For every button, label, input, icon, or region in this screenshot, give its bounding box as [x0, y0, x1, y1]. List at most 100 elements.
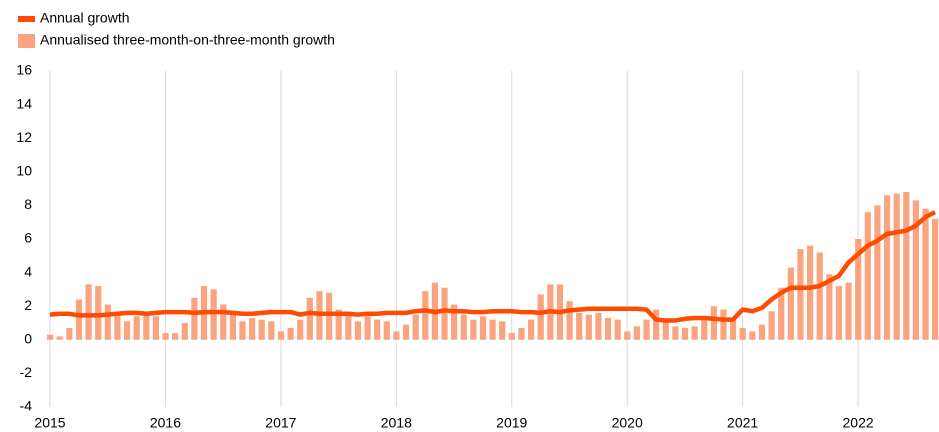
legend-label: Annualised three-month-on-three-month gr…	[40, 32, 335, 48]
bar	[85, 284, 92, 340]
y-tick-label: 14	[16, 95, 32, 111]
x-tick-label: 2018	[381, 415, 412, 431]
bar	[364, 316, 371, 340]
bar	[624, 331, 631, 340]
bar	[537, 294, 544, 340]
y-tick-label: 4	[24, 263, 32, 279]
bar	[835, 286, 843, 340]
bar	[47, 334, 54, 340]
bar	[672, 326, 679, 340]
bar	[797, 249, 804, 340]
x-tick-label: 2019	[496, 415, 527, 431]
bar	[306, 297, 313, 340]
bar	[249, 317, 256, 340]
x-tick-label: 2022	[843, 415, 874, 431]
bar	[402, 324, 410, 340]
bar	[508, 333, 515, 340]
x-tick-label: 2021	[727, 415, 758, 431]
bar	[345, 314, 352, 340]
y-tick-label: 16	[16, 62, 32, 78]
y-tick-label: -4	[20, 398, 33, 414]
bar	[691, 326, 698, 340]
bar	[528, 319, 535, 340]
bar	[374, 319, 381, 340]
bar	[585, 314, 592, 340]
y-tick-label: 10	[16, 163, 32, 179]
bar	[75, 299, 83, 340]
bar	[191, 297, 198, 340]
legend-swatch	[18, 16, 35, 22]
bar	[325, 292, 333, 340]
bar	[566, 301, 573, 340]
bar	[441, 287, 448, 340]
x-tick-label: 2016	[150, 415, 181, 431]
y-tick-label: 6	[24, 230, 32, 246]
bar	[864, 212, 871, 340]
legend-label: Annual growth	[40, 10, 130, 26]
bar	[903, 191, 910, 340]
bar	[460, 314, 467, 340]
bar	[239, 321, 246, 340]
bar	[95, 286, 102, 340]
y-tick-label: 0	[24, 331, 32, 347]
bar	[816, 252, 823, 340]
bar	[768, 311, 775, 340]
bar	[893, 193, 900, 340]
bar	[604, 317, 612, 340]
bar	[152, 316, 160, 340]
y-tick-label: 12	[16, 129, 32, 145]
y-tick-label: -2	[20, 364, 33, 380]
x-tick-label: 2017	[265, 415, 296, 431]
bar	[787, 267, 794, 340]
bar	[220, 304, 227, 340]
bar	[614, 319, 621, 340]
bar	[912, 200, 919, 340]
bar	[806, 245, 814, 340]
bar	[451, 304, 458, 340]
bar	[518, 328, 525, 340]
bar	[181, 323, 188, 340]
bar	[595, 312, 602, 340]
bar	[56, 336, 63, 340]
x-tick-label: 2015	[34, 415, 65, 431]
legend-swatch	[18, 34, 35, 48]
bar	[354, 321, 362, 340]
bar	[258, 319, 265, 340]
bar	[66, 328, 73, 340]
bar	[287, 328, 294, 340]
bar	[210, 289, 217, 340]
bar	[393, 331, 400, 340]
bar	[335, 309, 342, 340]
line	[49, 210, 937, 323]
bar	[277, 331, 285, 340]
bar	[883, 195, 891, 340]
bar	[710, 306, 717, 340]
bar	[489, 319, 496, 340]
bar	[383, 321, 390, 340]
y-tick-label: 2	[24, 297, 32, 313]
bar	[932, 218, 939, 340]
bar	[662, 319, 669, 340]
x-tick-label: 2020	[612, 415, 643, 431]
bar	[855, 239, 862, 340]
bar	[162, 333, 169, 340]
bar	[845, 282, 852, 340]
bar	[922, 208, 929, 340]
bar	[730, 319, 737, 340]
bar	[653, 309, 660, 340]
y-tick-label: 8	[24, 196, 32, 212]
bar	[479, 316, 487, 340]
bar	[739, 328, 746, 340]
bar	[749, 331, 756, 340]
bar	[643, 319, 650, 340]
bar	[633, 326, 641, 340]
bar	[114, 314, 121, 340]
bar	[720, 309, 727, 340]
bar	[874, 205, 881, 340]
bar	[576, 312, 583, 340]
bar	[778, 287, 785, 340]
bar	[412, 314, 419, 340]
bar	[681, 328, 689, 340]
bar	[123, 321, 131, 340]
